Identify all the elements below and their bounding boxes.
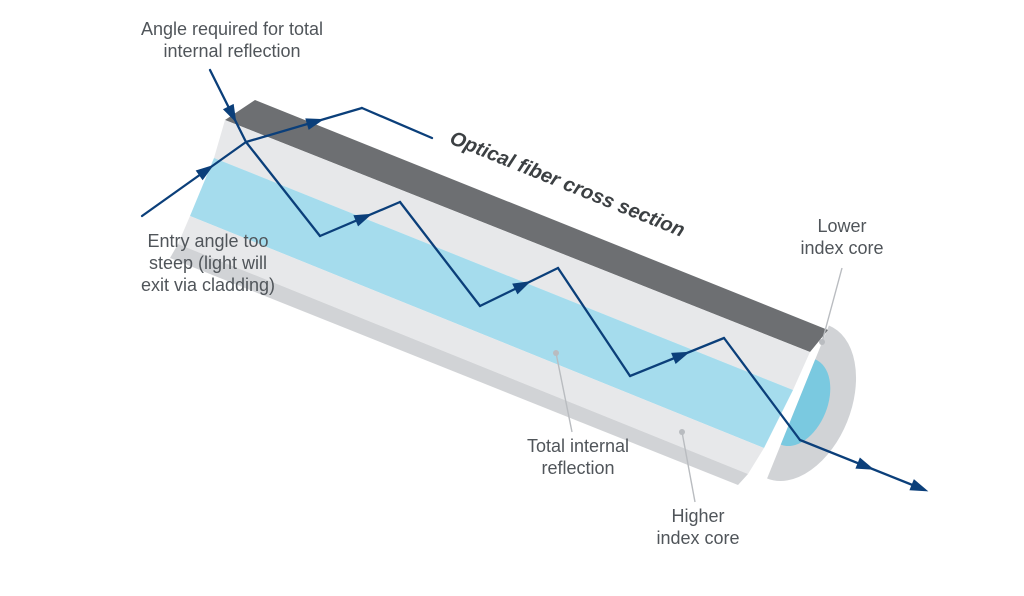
- tir-label: Total internalreflection: [527, 436, 629, 478]
- entry-steep-label: Entry angle toosteep (light willexit via…: [141, 231, 275, 295]
- angle-req-label: Angle required for totalinternal reflect…: [141, 19, 323, 61]
- lower-index-label: Lowerindex core: [800, 216, 883, 258]
- higher-index-label: Higherindex core: [656, 506, 739, 548]
- optical-fiber-diagram: Angle required for totalinternal reflect…: [0, 0, 1024, 596]
